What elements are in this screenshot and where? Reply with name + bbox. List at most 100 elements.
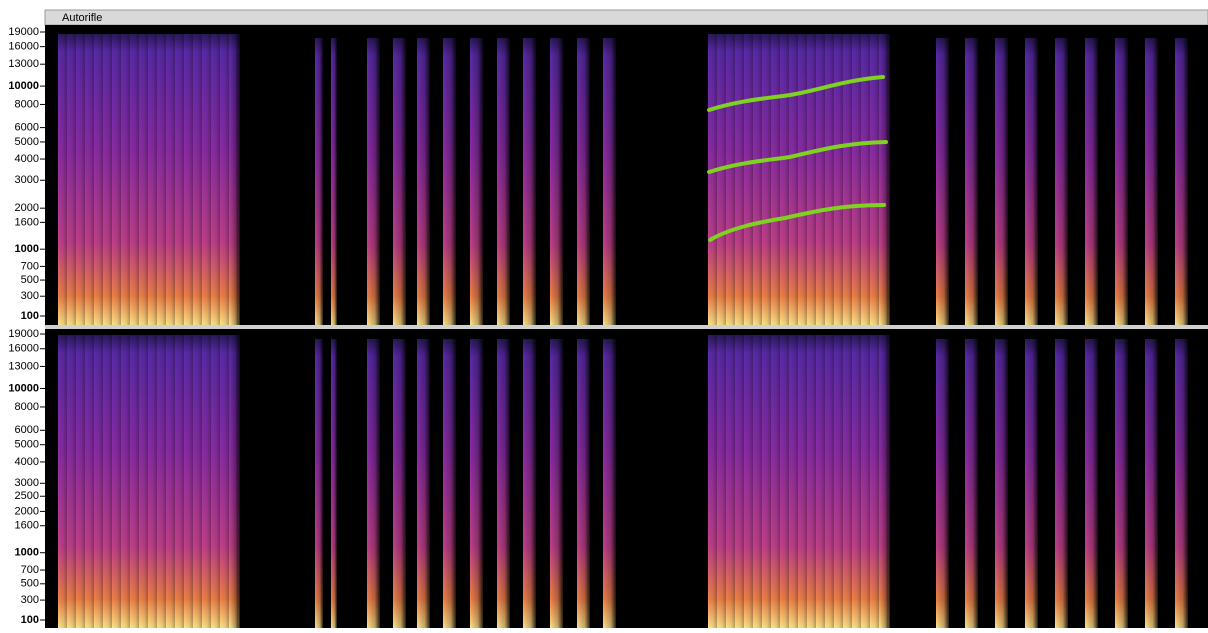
stripe	[139, 335, 148, 628]
axis-label: 5000	[15, 136, 39, 148]
burst-fade	[936, 38, 949, 325]
axis-label: 2000	[15, 202, 39, 214]
stripe	[130, 335, 139, 628]
stripe	[798, 34, 807, 325]
axis-label: 1000	[15, 547, 39, 559]
stripe	[807, 335, 816, 628]
burst-fade	[1175, 38, 1188, 325]
axis-label: 2500	[15, 490, 39, 502]
stripe	[157, 34, 166, 325]
page: Autorifle 190001600013000100008000600050…	[0, 0, 1208, 628]
burst-fade	[1115, 339, 1128, 628]
stripe	[112, 34, 121, 325]
burst-fade	[550, 38, 563, 325]
axis-label: 16000	[8, 343, 39, 355]
burst-fade	[393, 38, 406, 325]
burst-fade	[523, 38, 536, 325]
burst-fade	[1175, 339, 1188, 628]
burst-fade	[1115, 38, 1128, 325]
stripe	[843, 335, 852, 628]
stripe	[157, 335, 166, 628]
burst-fade	[965, 339, 978, 628]
burst-fade	[550, 339, 563, 628]
stripe	[58, 34, 67, 325]
axis-label: 10000	[8, 382, 39, 394]
axis-label: 2000	[15, 505, 39, 517]
stripe	[834, 335, 843, 628]
burst-fade	[1055, 38, 1068, 325]
stripe	[870, 335, 879, 628]
axis-label: 10000	[8, 80, 39, 92]
burst-fade	[393, 339, 406, 628]
stripe	[717, 34, 726, 325]
stripe	[184, 34, 193, 325]
stripe	[744, 335, 753, 628]
channel-divider	[45, 325, 1208, 329]
stripe	[211, 34, 220, 325]
axis-label: 4000	[15, 456, 39, 468]
burst-fade	[497, 38, 510, 325]
stripe	[139, 34, 148, 325]
axis-label: 1600	[15, 216, 39, 228]
stripe	[708, 34, 717, 325]
axis-label: 6000	[15, 122, 39, 134]
axis-label: 3000	[15, 477, 39, 489]
stripe	[76, 335, 85, 628]
stripe	[825, 34, 834, 325]
block-tail	[230, 335, 240, 628]
stripe	[130, 34, 139, 325]
stripe	[780, 34, 789, 325]
stripe	[825, 335, 834, 628]
burst-fade	[470, 38, 483, 325]
burst-fade	[417, 339, 430, 628]
stripe	[717, 335, 726, 628]
stripe	[220, 34, 229, 325]
burst-fade	[577, 339, 590, 628]
stripe	[58, 335, 67, 628]
stripe	[735, 335, 744, 628]
stripe	[852, 335, 861, 628]
stripe	[166, 34, 175, 325]
burst-fade	[995, 339, 1008, 628]
burst-fade	[1055, 339, 1068, 628]
stripe	[780, 335, 789, 628]
axis-label: 6000	[15, 424, 39, 436]
stripe	[726, 34, 735, 325]
stripe	[762, 34, 771, 325]
stripe	[166, 335, 175, 628]
stripe	[771, 34, 780, 325]
burst-fade	[470, 339, 483, 628]
burst-fade	[443, 38, 456, 325]
axis-label: 500	[21, 578, 39, 590]
axis-label: 100	[21, 614, 39, 626]
stripe	[121, 335, 130, 628]
burst-fade	[523, 339, 536, 628]
axis-label: 8000	[15, 98, 39, 110]
stripe	[94, 34, 103, 325]
stripe	[771, 335, 780, 628]
stripe	[202, 34, 211, 325]
burst-fade	[497, 339, 510, 628]
burst-fade	[367, 339, 380, 628]
stripe	[94, 335, 103, 628]
burst-fade	[965, 38, 978, 325]
axis-label: 4000	[15, 153, 39, 165]
stripe	[735, 34, 744, 325]
stripe	[85, 335, 94, 628]
block-tail	[230, 34, 240, 325]
track-name[interactable]: Autorifle	[62, 12, 102, 24]
burst-fade	[995, 38, 1008, 325]
axis-label: 1600	[15, 520, 39, 532]
axis-label: 5000	[15, 439, 39, 451]
stripe	[175, 34, 184, 325]
stripe	[112, 335, 121, 628]
stripe	[816, 34, 825, 325]
audacity-window: Autorifle 190001600013000100008000600050…	[0, 0, 1208, 628]
track-header[interactable]	[45, 10, 1208, 25]
axis-label: 500	[21, 274, 39, 286]
stripe	[852, 34, 861, 325]
burst-fade	[315, 38, 323, 325]
burst-fade	[1145, 339, 1158, 628]
stripe	[762, 335, 771, 628]
stripe	[807, 34, 816, 325]
